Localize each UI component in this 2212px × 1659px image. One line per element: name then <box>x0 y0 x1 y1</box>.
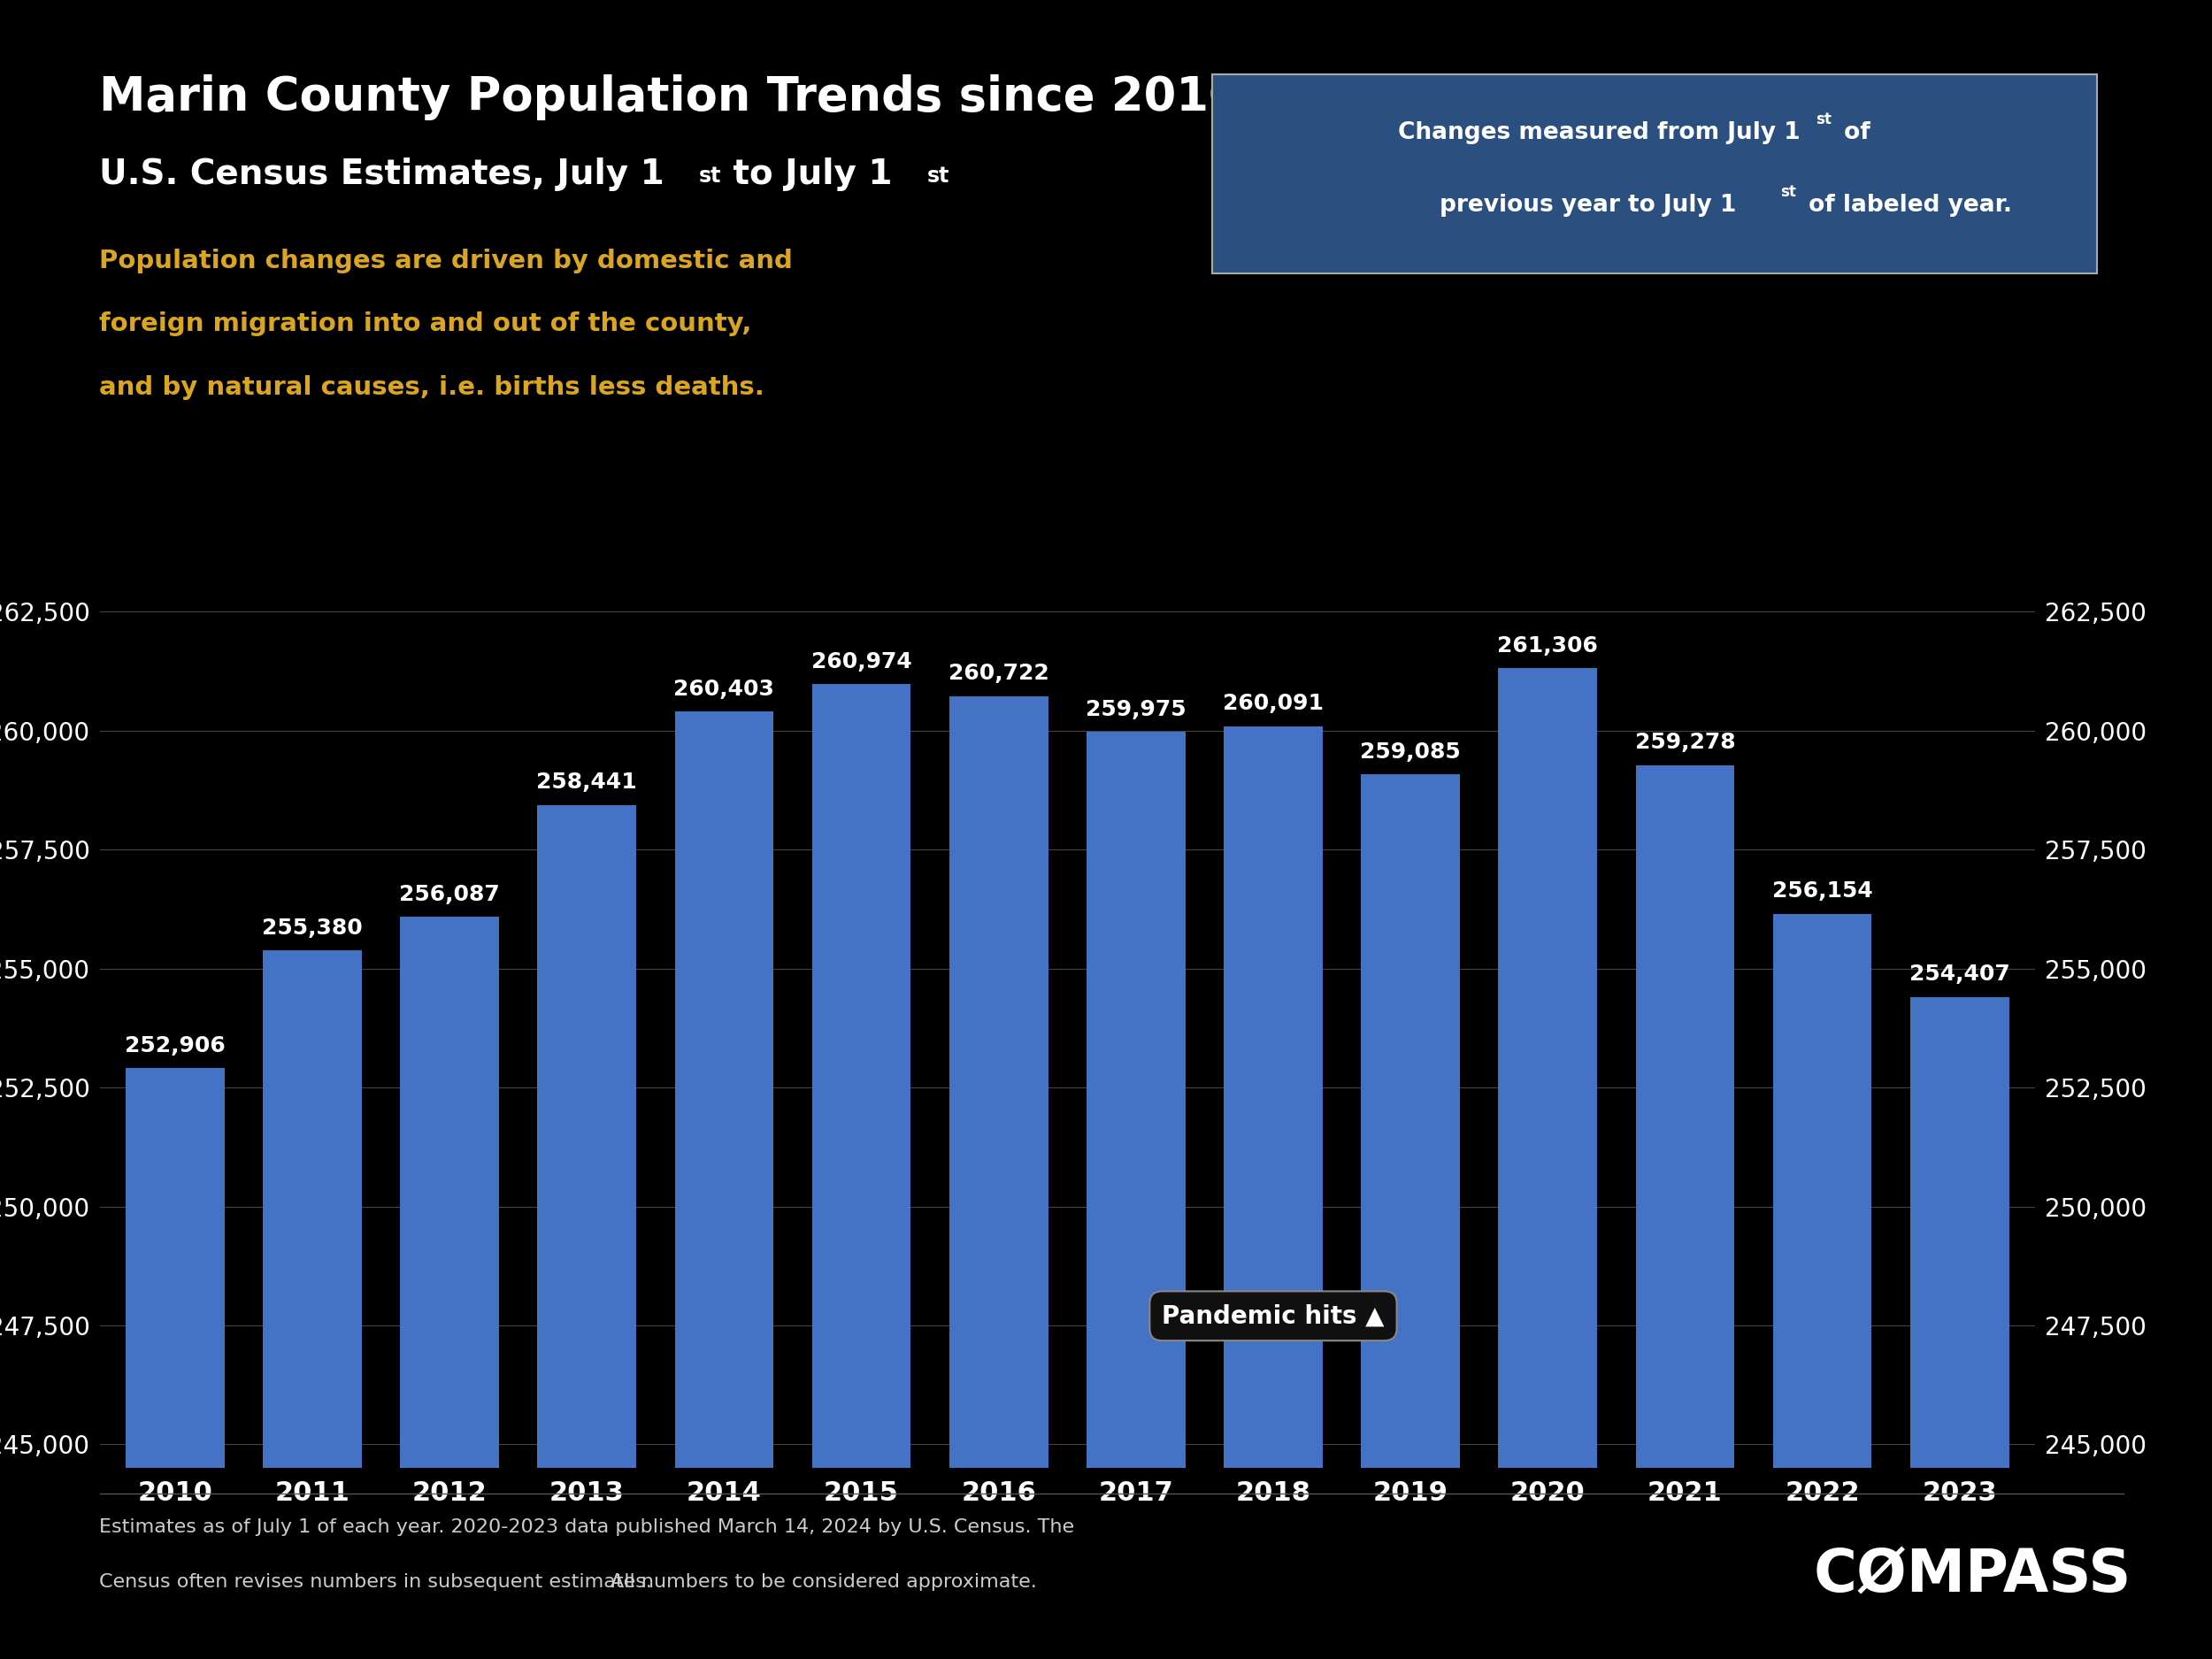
Text: of labeled year.: of labeled year. <box>1801 194 2013 217</box>
Bar <box>1498 669 1597 1468</box>
Text: 260,091: 260,091 <box>1223 693 1323 715</box>
Text: Pandemic hits ▲: Pandemic hits ▲ <box>1161 1304 1385 1329</box>
Bar <box>538 805 637 1468</box>
Bar <box>400 917 500 1468</box>
Text: Census often revises numbers in subsequent estimates.: Census often revises numbers in subseque… <box>100 1573 659 1591</box>
Bar <box>949 697 1048 1468</box>
Bar <box>1223 727 1323 1468</box>
Bar <box>263 951 363 1468</box>
Text: 259,278: 259,278 <box>1635 732 1734 753</box>
Text: 259,085: 259,085 <box>1360 742 1460 761</box>
Text: st: st <box>927 166 949 187</box>
Text: 261,306: 261,306 <box>1498 635 1597 657</box>
Text: CØMPASS: CØMPASS <box>1814 1546 2132 1604</box>
Text: foreign migration into and out of the county,: foreign migration into and out of the co… <box>100 312 752 337</box>
Text: 260,974: 260,974 <box>812 650 911 672</box>
Text: 260,403: 260,403 <box>675 679 774 700</box>
Bar <box>675 712 774 1468</box>
Text: 259,975: 259,975 <box>1086 698 1186 720</box>
Bar <box>812 684 911 1468</box>
Text: st: st <box>1816 111 1832 128</box>
Text: and by natural causes, i.e. births less deaths.: and by natural causes, i.e. births less … <box>100 375 765 400</box>
Text: All numbers to be considered approximate.: All numbers to be considered approximate… <box>611 1573 1037 1591</box>
Text: 256,154: 256,154 <box>1772 881 1874 902</box>
Bar <box>1086 732 1186 1468</box>
Text: of: of <box>1836 121 1871 144</box>
Text: to July 1: to July 1 <box>721 158 891 191</box>
Text: Marin County Population Trends since 2010: Marin County Population Trends since 201… <box>100 75 1241 121</box>
Text: 255,380: 255,380 <box>261 917 363 939</box>
Text: st: st <box>1781 184 1796 201</box>
Text: 254,407: 254,407 <box>1909 964 2011 985</box>
Text: st: st <box>699 166 721 187</box>
Text: Estimates as of July 1 of each year. 2020-2023 data published March 14, 2024 by : Estimates as of July 1 of each year. 202… <box>100 1518 1075 1536</box>
Bar <box>1911 997 2008 1468</box>
Text: 256,087: 256,087 <box>398 884 500 904</box>
Bar <box>1635 765 1734 1468</box>
Text: previous year to July 1: previous year to July 1 <box>1440 194 1736 217</box>
Bar <box>1360 775 1460 1468</box>
Bar <box>126 1068 223 1468</box>
Text: 258,441: 258,441 <box>538 771 637 793</box>
Text: 252,906: 252,906 <box>124 1035 226 1057</box>
Bar <box>1772 914 1871 1468</box>
Text: 260,722: 260,722 <box>949 664 1048 685</box>
Text: U.S. Census Estimates, July 1: U.S. Census Estimates, July 1 <box>100 158 664 191</box>
Text: Population changes are driven by domestic and: Population changes are driven by domesti… <box>100 249 794 274</box>
Text: Changes measured from July 1: Changes measured from July 1 <box>1398 121 1801 144</box>
